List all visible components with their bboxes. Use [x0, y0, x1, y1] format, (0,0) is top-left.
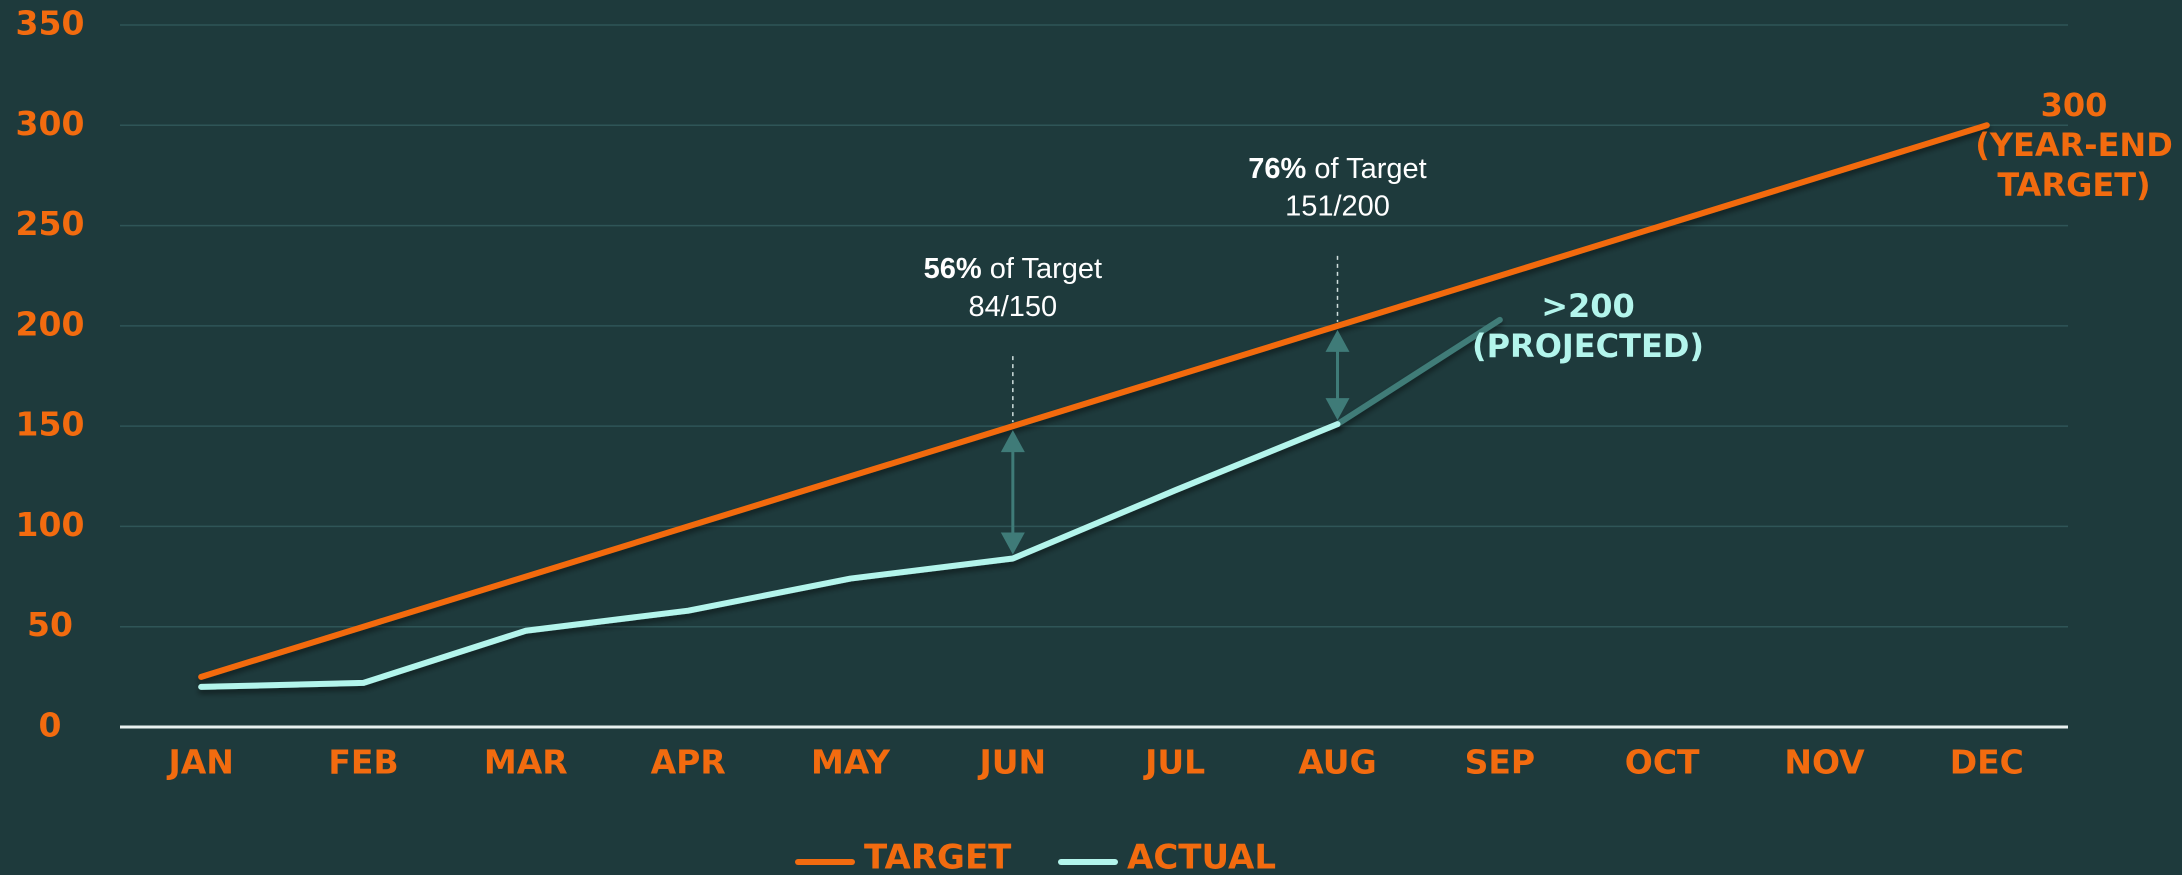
target-label: (YEAR-END — [1975, 126, 2173, 164]
annotation-bold: 76% — [1248, 153, 1306, 185]
y-tick-label: 0 — [39, 706, 62, 745]
y-tick-label: 200 — [16, 304, 85, 343]
arrow-head — [1325, 398, 1350, 421]
legend-label: ACTUAL — [1127, 838, 1276, 875]
x-tick-label: MAY — [811, 743, 891, 782]
series-line — [198, 421, 1341, 690]
arrow-head — [1325, 329, 1350, 352]
legend-label: TARGET — [864, 838, 1012, 875]
annotation-text: of Target — [990, 253, 1102, 285]
target-label: 300 — [2041, 86, 2108, 124]
x-tick-label: DEC — [1950, 743, 2024, 782]
y-tick-label: 300 — [16, 104, 85, 143]
projection-label: >200 — [1541, 287, 1635, 325]
projection-line — [1334, 316, 1503, 428]
annotation: 76% of Target — [1248, 153, 1426, 185]
series-line — [198, 122, 1990, 680]
annotation-detail: 151/200 — [1285, 191, 1390, 223]
x-tick-label: NOV — [1784, 743, 1865, 782]
y-tick-label: 50 — [27, 605, 73, 644]
annotation-text: of Target — [1314, 153, 1426, 185]
x-tick-label: JUN — [977, 743, 1046, 782]
y-tick-label: 250 — [16, 204, 85, 243]
y-tick-label: 350 — [16, 4, 85, 43]
annotation-detail: 84/150 — [968, 291, 1057, 323]
x-tick-label: AUG — [1298, 743, 1376, 782]
target-label: TARGET) — [1997, 166, 2150, 204]
y-tick-label: 150 — [16, 405, 85, 444]
arrow-head — [1000, 532, 1025, 555]
annotation-bold: 56% — [924, 253, 982, 285]
x-tick-label: JAN — [166, 743, 233, 782]
x-tick-label: MAR — [484, 743, 568, 782]
y-tick-label: 100 — [16, 505, 85, 544]
annotation: 56% of Target — [924, 253, 1102, 285]
x-tick-label: FEB — [328, 743, 398, 782]
x-tick-label: JUL — [1143, 743, 1205, 782]
arrow-head — [1000, 430, 1025, 453]
x-tick-label: APR — [651, 743, 726, 782]
x-tick-label: SEP — [1465, 743, 1536, 782]
x-tick-label: OCT — [1625, 743, 1700, 782]
projection-label: (PROJECTED) — [1472, 327, 1704, 365]
